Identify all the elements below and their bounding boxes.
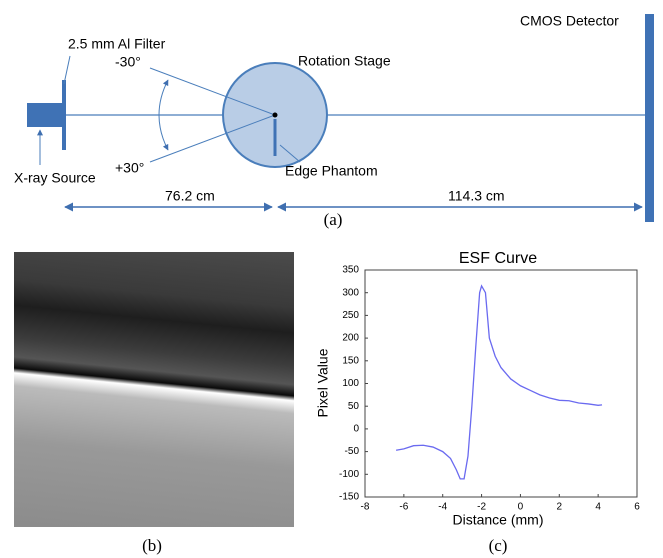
- y-tick-label: 250: [342, 310, 359, 321]
- x-tick-label: -6: [399, 502, 408, 513]
- x-axis-label: Distance (mm): [452, 512, 543, 528]
- label: CMOS Detector: [520, 13, 619, 29]
- y-tick-label: 300: [342, 287, 359, 298]
- detector: [645, 14, 654, 222]
- x-tick-label: 2: [557, 502, 563, 513]
- label: Edge Phantom: [285, 163, 378, 179]
- label: 114.3 cm: [448, 188, 505, 204]
- x-tick-label: -4: [438, 502, 447, 513]
- x-tick-label: -2: [477, 502, 486, 513]
- esf-chart: ESF Curve Distance (mm) Pixel Value -8 -6…: [315, 250, 641, 527]
- label: 76.2 cm: [165, 188, 215, 204]
- y-tick-label: 150: [342, 355, 359, 366]
- label: -30°: [115, 54, 141, 70]
- y-tick-label: 200: [342, 333, 359, 344]
- xray-source: [27, 103, 63, 127]
- x-tick-label: 4: [595, 502, 601, 513]
- angle-line: [149, 114, 276, 163]
- plot-frame: [364, 269, 638, 498]
- caption: (c): [489, 536, 508, 555]
- y-tick-label: -50: [345, 446, 360, 457]
- x-tick-label: 0: [518, 502, 524, 513]
- y-tick-label: 0: [353, 424, 359, 435]
- x-tick-label: 6: [634, 502, 640, 513]
- label: X-ray Source: [14, 170, 96, 186]
- caption: (a): [324, 210, 343, 229]
- y-tick-label: 100: [342, 378, 359, 389]
- center-dot: [272, 112, 278, 118]
- angle-arc: [158, 79, 169, 151]
- label: 2.5 mm Al Filter: [68, 36, 166, 52]
- y-tick-label: 50: [348, 401, 360, 412]
- x-tick-label: -8: [361, 502, 370, 513]
- chart-title: ESF Curve: [459, 250, 537, 267]
- y-tick-label: -150: [339, 492, 359, 503]
- caption: (b): [142, 536, 162, 555]
- pointer: [63, 55, 71, 85]
- y-tick-label: -100: [339, 469, 359, 480]
- angle-line: [149, 67, 276, 116]
- y-tick-label: 350: [342, 265, 359, 276]
- label: +30°: [115, 160, 144, 176]
- image-content: [14, 252, 294, 527]
- pointer: [279, 144, 301, 163]
- edge-image: [14, 252, 294, 527]
- setup-diagram: 2.5 mm Al Filter -30° +30° Rotation Stag…: [14, 13, 654, 229]
- label: Rotation Stage: [298, 53, 391, 69]
- y-axis-label: Pixel Value: [315, 348, 331, 417]
- series-line: [395, 284, 603, 480]
